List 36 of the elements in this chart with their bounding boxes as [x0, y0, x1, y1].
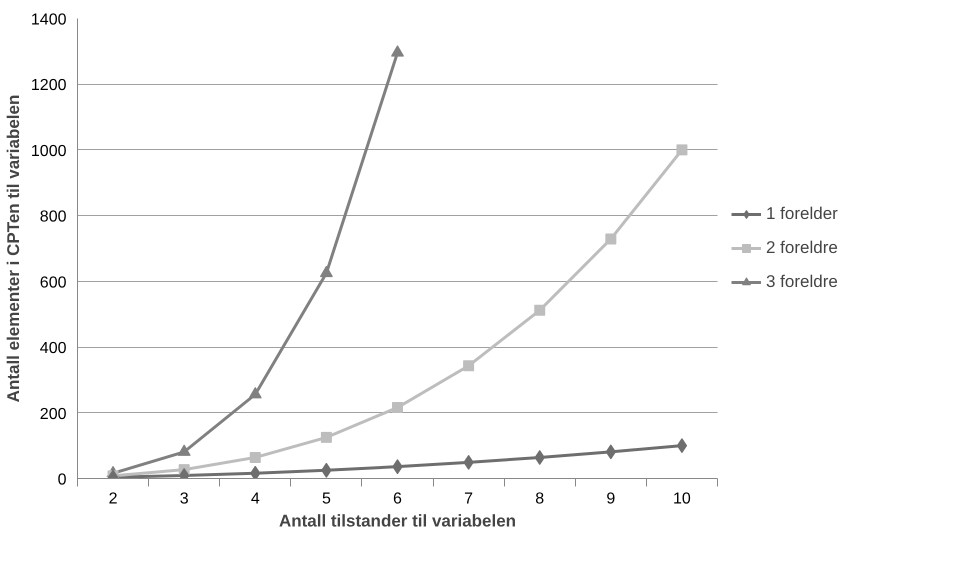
point: [676, 438, 688, 454]
point: [392, 402, 403, 414]
y-tick-label: 1400: [30, 12, 67, 28]
point: [320, 432, 332, 443]
point: [392, 459, 403, 474]
x-axis-title: Antall tilstander til variabelen: [278, 512, 516, 530]
y-tick-label: 600: [40, 274, 67, 292]
point: [676, 144, 688, 156]
y-tick-label: 400: [40, 340, 67, 358]
point: [534, 304, 546, 316]
x-tick-label: 10: [673, 490, 691, 508]
y-tick-label: 1200: [30, 77, 67, 94]
x-tick-label: 6: [393, 490, 402, 508]
x-tick-label: 3: [180, 490, 189, 508]
x-tick-label: 8: [535, 490, 544, 508]
x-tick-label: 9: [606, 490, 616, 508]
y-tick-label: 200: [40, 406, 67, 423]
y-tick-label: 800: [40, 208, 67, 226]
x-tick-label: 7: [464, 490, 474, 508]
point: [463, 360, 474, 372]
y-tick-label: 0: [58, 472, 67, 488]
point: [250, 466, 260, 478]
point: [463, 454, 474, 470]
point: [250, 452, 261, 463]
x-tick-label: 4: [250, 490, 260, 508]
point: [391, 45, 404, 57]
legend-label: 1 forelder: [766, 204, 838, 224]
x-tick-label: 5: [322, 490, 331, 508]
point: [321, 462, 332, 478]
point: [320, 266, 333, 278]
legend-label: 3 foreldre: [766, 272, 838, 292]
legend-label: 2 foreldre: [766, 238, 838, 258]
y-axis-title: Antall elementer i CPTen til variabelen: [4, 94, 23, 402]
y-tick-label: 1000: [30, 142, 67, 160]
point: [605, 233, 616, 244]
x-tick-label: 2: [108, 490, 118, 508]
